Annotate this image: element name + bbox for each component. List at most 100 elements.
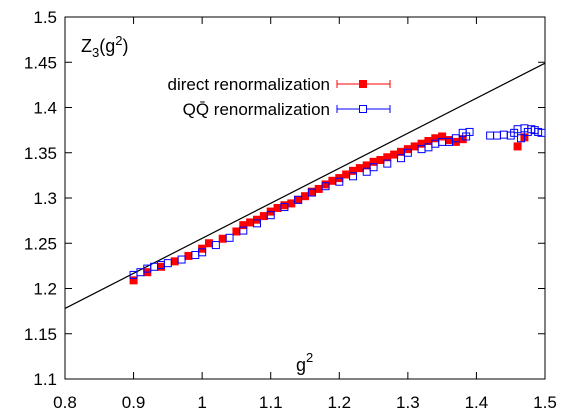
data-point-qq (163, 259, 172, 268)
data-point-qq (191, 251, 200, 260)
data-point-qq (362, 167, 371, 176)
x-tick-label: 1.4 (465, 393, 489, 412)
y-axis-title: Z3(g2) (81, 33, 128, 60)
fit-line-layer (64, 62, 546, 309)
data-point-qq (294, 195, 303, 204)
data-point-direct (129, 276, 138, 285)
y-tick-label: 1.15 (24, 325, 57, 344)
data-point-direct (424, 136, 433, 145)
data-point-qq (369, 163, 378, 172)
data-point-direct (184, 251, 193, 260)
x-axis: 0.8 0.9 1 1.1 1.2 1.3 1.4 1.5 (53, 17, 557, 412)
data-point-qq (253, 219, 261, 228)
y-tick-label: 1.5 (33, 8, 57, 27)
y-tick-label: 1.2 (33, 280, 57, 299)
data-point-direct (294, 195, 303, 204)
data-point-direct (259, 212, 268, 221)
x-axis-title-sup: 2 (306, 350, 313, 365)
data-point-qq (517, 134, 525, 143)
x-tick-label: 1 (197, 393, 206, 412)
data-point-qq (225, 233, 234, 242)
data-point-direct (362, 161, 371, 170)
data-point-qq (335, 177, 344, 186)
data-point-qq (383, 159, 392, 168)
x-tick-label: 1.5 (533, 393, 557, 412)
series-1 (129, 124, 546, 279)
y-axis: 1.1 1.15 1.2 1.25 1.3 1.35 1.4 1.45 1.5 (24, 8, 545, 389)
data-point-direct (445, 136, 453, 145)
data-point-direct (239, 221, 248, 230)
data-point-direct (301, 192, 309, 201)
y-tick-label: 1.4 (33, 99, 57, 118)
y-tick-label: 1.1 (33, 370, 57, 389)
legend-swatch-qq-marker (359, 105, 367, 113)
data-point-direct (232, 227, 241, 236)
y-axis-title-close: ) (122, 36, 128, 56)
data-point-direct (349, 166, 357, 175)
data-point-direct (438, 132, 447, 141)
legend-entry-direct: direct renormalization (167, 75, 391, 94)
y-tick-label: 1.35 (24, 144, 57, 163)
x-tick-label: 0.8 (53, 393, 77, 412)
data-point-qq (451, 134, 460, 143)
y-axis-title-arg-sup: 2 (115, 33, 122, 48)
data-point-direct (170, 257, 179, 266)
y-axis-title-arg: (g (99, 36, 115, 56)
data-point-qq (266, 211, 275, 220)
data-point-qq (465, 127, 474, 136)
data-point-direct (321, 180, 330, 189)
legend-entry-qq: QQ̄ renormalization (183, 100, 391, 119)
data-point-direct (417, 139, 426, 148)
data-point-qq (321, 182, 330, 191)
data-point-qq (486, 131, 495, 140)
data-point-direct (205, 239, 213, 248)
data-point-direct (390, 150, 399, 159)
fit-line (64, 62, 546, 309)
data-point-qq (397, 154, 405, 163)
series-0 (129, 132, 529, 285)
data-point-direct (410, 142, 419, 151)
legend-label-qq: QQ̄ renormalization (183, 100, 330, 119)
data-point-direct (273, 203, 282, 212)
data-point-direct (280, 201, 289, 210)
data-point-qq (349, 172, 357, 181)
data-point-direct (314, 184, 323, 193)
data-point-direct (287, 199, 296, 208)
x-tick-label: 1.2 (327, 393, 351, 412)
data-point-direct (342, 170, 351, 179)
y-tick-label: 1.3 (33, 189, 57, 208)
x-tick-label: 1.3 (396, 393, 420, 412)
data-point-qq (211, 241, 220, 250)
data-point-qq (403, 148, 412, 157)
data-point-qq (307, 188, 316, 197)
data-point-direct (218, 234, 227, 243)
data-point-qq (537, 128, 546, 137)
data-point-direct (328, 176, 337, 185)
series-layer (129, 124, 546, 285)
legend-label-direct: direct renormalization (167, 75, 330, 94)
legend-swatch-direct-marker (359, 80, 367, 88)
data-point-direct (369, 157, 378, 166)
data-point-direct (307, 187, 316, 196)
data-point-direct (513, 142, 522, 151)
data-point-direct (246, 218, 255, 227)
x-tick-label: 0.9 (122, 393, 146, 412)
data-point-qq (280, 203, 289, 212)
x-axis-title-main: g (296, 355, 306, 375)
data-point-qq (493, 131, 501, 140)
legend: direct renormalization QQ̄ renormalizati… (167, 75, 391, 119)
x-axis-title: g2 (296, 350, 313, 375)
y-tick-label: 1.45 (24, 53, 57, 72)
y-tick-label: 1.25 (24, 234, 57, 253)
data-point-direct (383, 153, 392, 162)
data-point-qq (198, 248, 207, 257)
y-axis-title-sub: 3 (92, 45, 99, 60)
data-point-direct (376, 155, 385, 164)
x-tick-label: 1.1 (259, 393, 283, 412)
data-point-qq (177, 255, 186, 264)
data-point-direct (397, 147, 405, 156)
data-point-direct (355, 164, 364, 173)
data-point-qq (239, 226, 248, 235)
data-point-direct (157, 262, 165, 271)
